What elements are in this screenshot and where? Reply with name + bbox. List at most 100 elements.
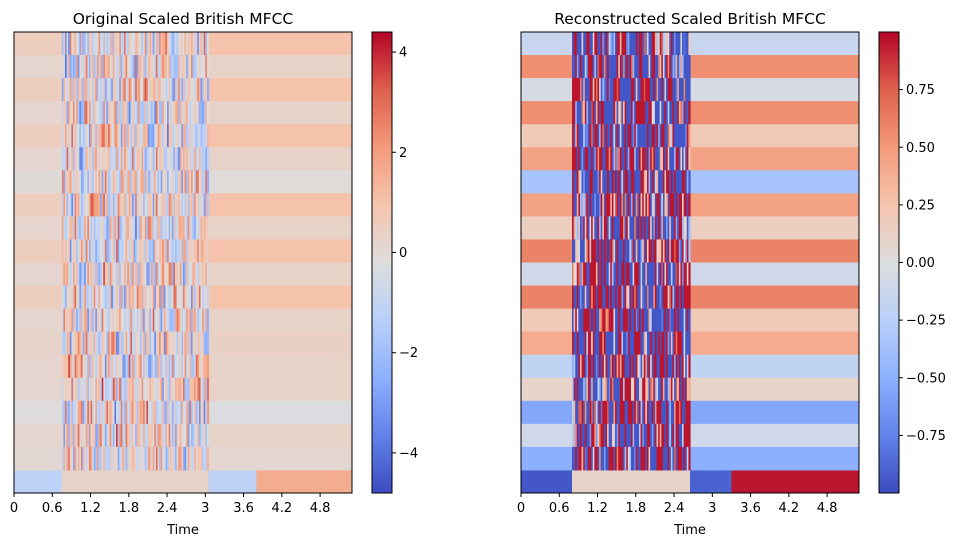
heatmap-cell — [106, 101, 109, 125]
heatmap-cell — [114, 423, 117, 448]
colorbar-tick-label: −0.50 — [906, 371, 946, 386]
heatmap-cell — [623, 308, 626, 333]
heatmap-cell — [613, 239, 616, 263]
heatmap-cell — [627, 239, 631, 263]
heatmap-cell — [124, 124, 127, 148]
heatmap-cell — [666, 446, 669, 471]
heatmap-cell — [635, 400, 638, 425]
heatmap-cell — [82, 32, 85, 56]
heatmap-cell — [610, 32, 613, 56]
heatmap-cell — [194, 147, 197, 171]
heatmap-cell — [583, 239, 586, 263]
heatmap-cell — [605, 308, 608, 333]
heatmap-cell — [618, 262, 621, 287]
heatmap-cell — [93, 124, 96, 148]
heatmap-cell — [678, 193, 682, 217]
heatmap-cell — [653, 170, 656, 194]
heatmap-cell — [666, 308, 669, 333]
heatmap-cell — [181, 308, 184, 333]
heatmap-cell — [117, 78, 120, 102]
heatmap-cell — [678, 308, 682, 333]
heatmap-cell — [690, 285, 860, 310]
heatmap-cell — [143, 193, 146, 217]
heatmap-cell — [87, 308, 90, 333]
heatmap-cell — [79, 216, 82, 240]
heatmap-cell — [615, 147, 618, 171]
heatmap-cell — [170, 285, 173, 310]
heatmap-cell — [71, 377, 74, 402]
heatmap-cell — [579, 124, 583, 148]
heatmap-cell — [731, 469, 860, 494]
heatmap-cell — [638, 78, 642, 102]
heatmap-cell — [111, 423, 114, 448]
heatmap-cell — [147, 400, 151, 425]
heatmap-cell — [675, 147, 678, 171]
heatmap-cell — [183, 423, 186, 448]
heatmap-cell — [139, 239, 143, 263]
heatmap-cell — [149, 193, 152, 217]
heatmap-cell — [175, 308, 178, 333]
heatmap-cell — [122, 308, 125, 333]
x-tick-label: 0 — [517, 501, 525, 516]
heatmap-cell — [66, 331, 69, 356]
heatmap-cell — [200, 239, 203, 263]
heatmap-cell — [587, 423, 591, 448]
heatmap-cell — [176, 32, 179, 56]
heatmap-cell — [136, 262, 139, 287]
heatmap-cell — [610, 423, 613, 448]
heatmap-cell — [611, 239, 615, 263]
heatmap-cell — [92, 446, 95, 471]
heatmap-cell — [208, 285, 353, 310]
heatmap-cell — [95, 285, 98, 310]
heatmap-cell — [578, 423, 581, 448]
heatmap-cell — [579, 354, 583, 379]
heatmap-cell — [642, 308, 645, 333]
heatmap-cell — [136, 55, 139, 79]
heatmap-cell — [651, 446, 654, 471]
heatmap-cell — [202, 101, 205, 125]
heatmap-cell — [611, 32, 615, 56]
heatmap-cell — [127, 377, 130, 402]
heatmap-cell — [624, 32, 627, 56]
heatmap-cell — [124, 423, 127, 448]
heatmap-cell — [154, 32, 157, 56]
heatmap-cell — [208, 331, 353, 356]
heatmap-cell — [98, 285, 101, 310]
heatmap-cell — [631, 423, 634, 448]
heatmap-cell — [170, 193, 173, 217]
heatmap-cell — [163, 446, 167, 471]
heatmap-cell — [670, 262, 674, 287]
heatmap-cell — [686, 239, 690, 263]
heatmap-cell — [155, 262, 159, 287]
heatmap-cell — [187, 101, 190, 125]
heatmap-cell — [69, 308, 72, 333]
heatmap-cell — [168, 331, 171, 356]
heatmap-cell — [662, 262, 666, 287]
heatmap-cell — [98, 170, 101, 194]
heatmap-cell — [112, 55, 116, 79]
heatmap-cell — [642, 55, 645, 79]
heatmap-cell — [656, 262, 659, 287]
heatmap-cell — [613, 400, 616, 425]
heatmap-cell — [605, 331, 608, 356]
heatmap-cell — [626, 101, 629, 125]
heatmap-cell — [66, 400, 69, 425]
heatmap-cell — [176, 262, 179, 287]
heatmap-cell — [670, 78, 674, 102]
heatmap-cell — [152, 124, 155, 148]
heatmap-cell — [104, 216, 108, 240]
heatmap-cell — [603, 216, 607, 240]
heatmap-cell — [76, 170, 79, 194]
heatmap-cell — [80, 216, 84, 240]
heatmap-cell — [183, 101, 186, 125]
heatmap-cell — [646, 193, 650, 217]
heatmap-cell — [190, 124, 194, 148]
heatmap-cell — [208, 170, 353, 194]
heatmap-cell — [95, 354, 98, 379]
heatmap-cell — [678, 239, 682, 263]
heatmap-cell — [168, 170, 171, 194]
heatmap-cell — [686, 216, 690, 240]
heatmap-cell — [68, 78, 71, 102]
heatmap-cell — [632, 124, 635, 148]
heatmap-cell — [128, 170, 131, 194]
